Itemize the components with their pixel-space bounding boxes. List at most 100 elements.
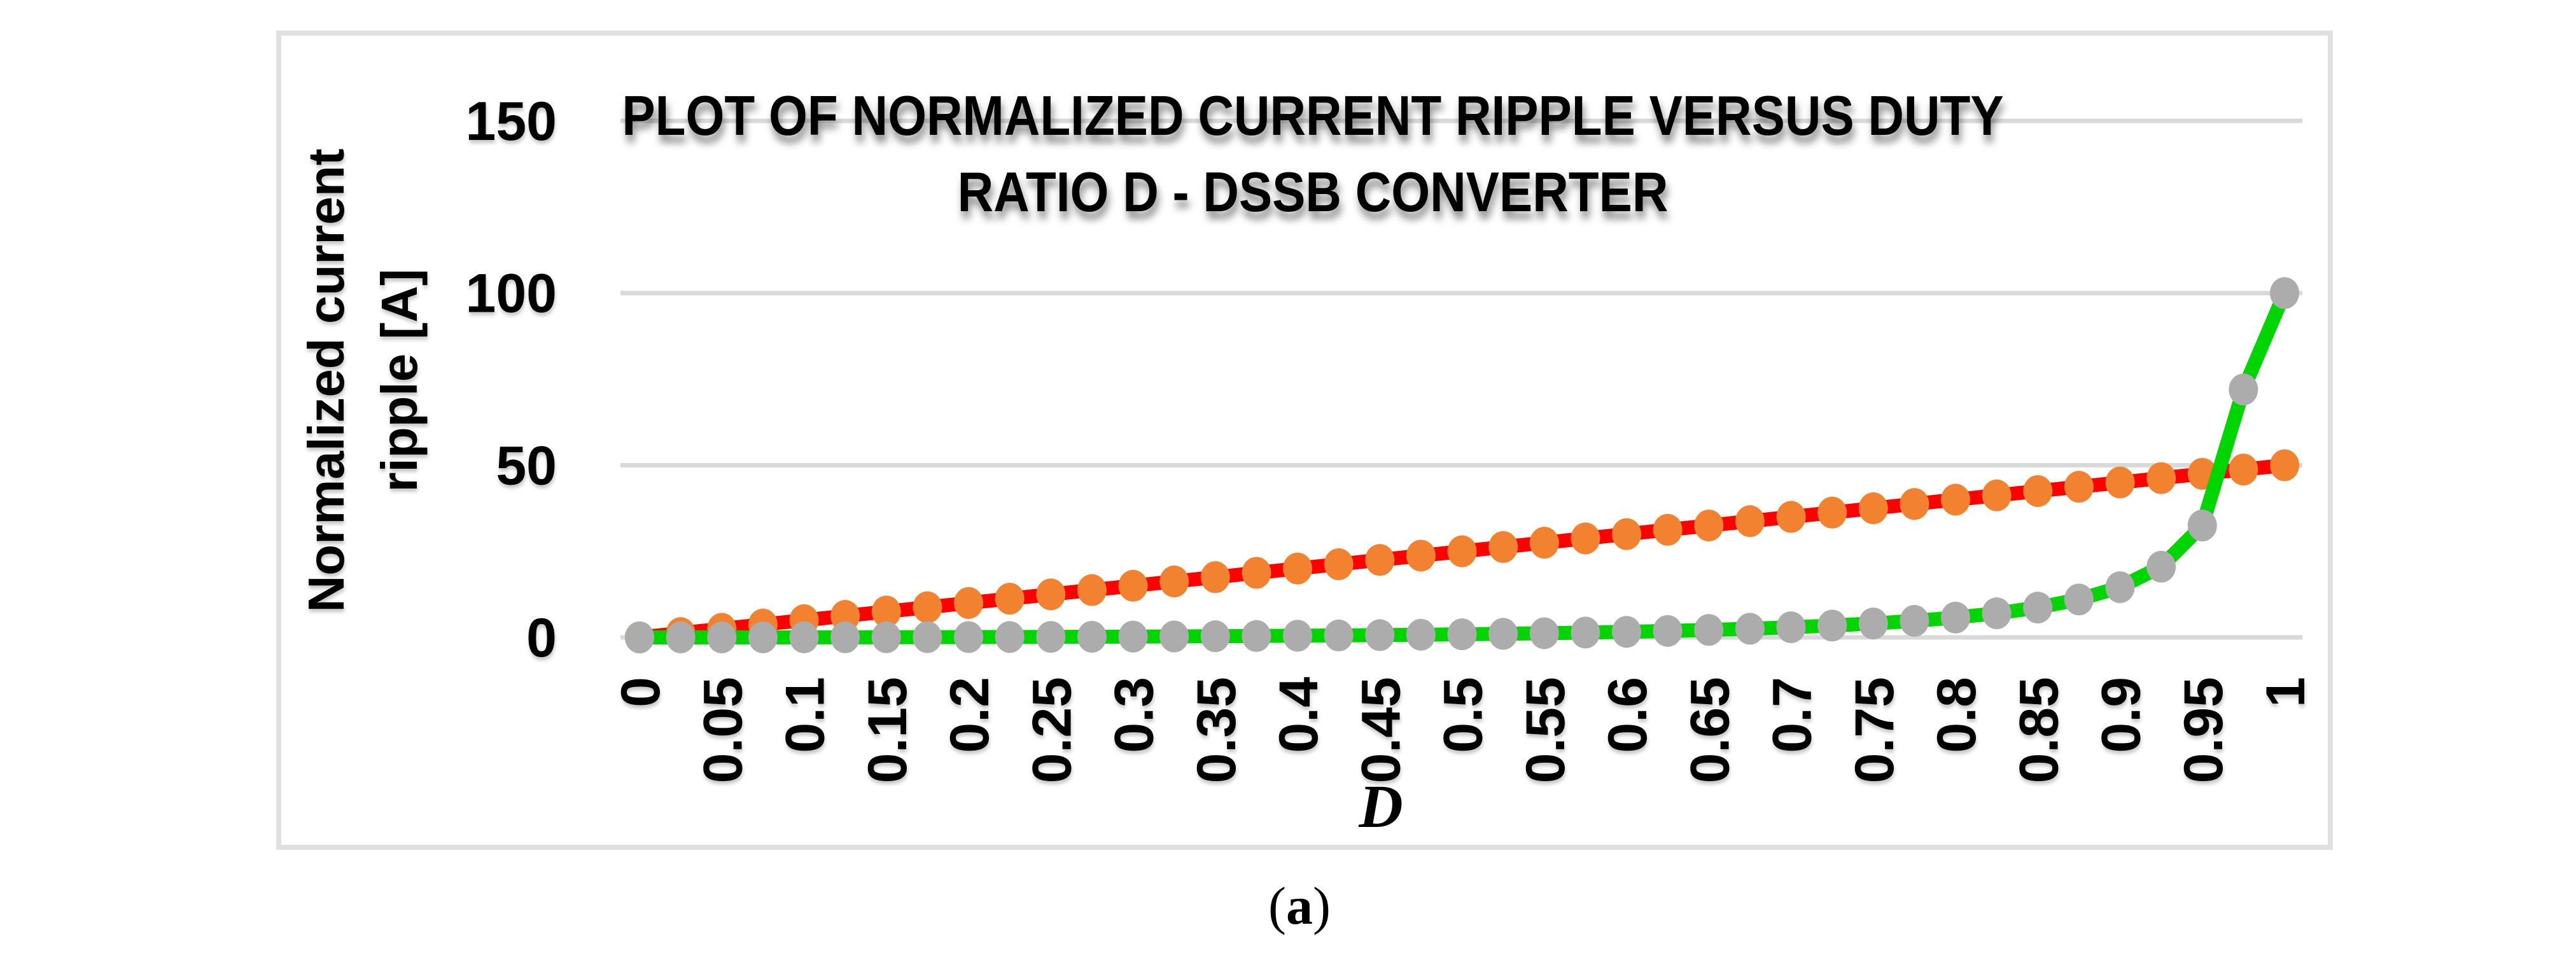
data-point-marker: [2064, 471, 2094, 503]
data-point-marker: [1324, 548, 1354, 580]
data-point-marker: [1941, 601, 1970, 634]
chart-frame: [276, 31, 2333, 850]
data-point-marker: [1858, 608, 1888, 640]
data-point-marker: [1858, 492, 1888, 525]
data-point-marker: [1283, 620, 1312, 652]
x-tick-label-0.35: 0.35: [1186, 677, 1247, 783]
data-point-marker: [748, 621, 778, 653]
data-point-marker: [1324, 619, 1354, 651]
data-point-marker: [1735, 613, 1765, 645]
data-point-marker: [1982, 479, 2012, 511]
data-point-marker: [1159, 566, 1189, 598]
data-point-marker: [1447, 535, 1477, 567]
caption-open-paren: (: [1268, 877, 1286, 936]
data-point-marker: [2270, 277, 2299, 309]
x-tick-label-0.5: 0.5: [1433, 677, 1494, 753]
y-axis-tick-labels: 0 50 100 150: [466, 91, 557, 669]
y-axis-title: Normalized current ripple [A]: [298, 148, 428, 612]
data-point-marker: [1406, 618, 1436, 651]
x-tick-label-0.05: 0.05: [692, 677, 753, 783]
data-point-marker: [666, 621, 696, 653]
data-point-marker: [1612, 518, 1641, 550]
data-point-marker: [2105, 466, 2135, 499]
data-point-marker: [1900, 604, 1929, 637]
data-point-marker: [2270, 449, 2299, 482]
data-point-marker: [1982, 597, 2012, 630]
x-tick-label-0.9: 0.9: [2091, 677, 2152, 753]
data-point-marker: [1036, 578, 1066, 611]
data-point-marker: [2187, 510, 2217, 542]
data-point-marker: [1365, 544, 1395, 576]
x-tick-label-0.1: 0.1: [775, 677, 836, 753]
data-point-marker: [1612, 616, 1641, 648]
data-point-marker: [995, 621, 1025, 653]
chart-title-line-1: PLOT OF NORMALIZED CURRENT RIPPLE VERSUS…: [622, 85, 2003, 147]
data-point-marker: [913, 591, 942, 623]
data-point-marker: [1488, 531, 1518, 563]
x-tick-label-0.95: 0.95: [2173, 677, 2234, 783]
x-tick-label-0.65: 0.65: [1679, 677, 1740, 783]
data-point-marker: [995, 583, 1025, 615]
data-point-marker: [1242, 620, 1271, 652]
data-point-marker: [871, 621, 901, 653]
data-point-marker: [1283, 552, 1312, 585]
y-tick-label-100: 100: [466, 263, 557, 324]
data-point-marker: [2064, 583, 2094, 616]
y-tick-label-150: 150: [466, 91, 557, 152]
series-group: [625, 277, 2299, 653]
data-point-marker: [1571, 616, 1600, 649]
data-point-marker: [1776, 611, 1806, 644]
data-point-marker: [1077, 574, 1107, 606]
data-point-marker: [2229, 373, 2258, 406]
data-point-marker: [1694, 614, 1724, 646]
data-point-marker: [1488, 618, 1518, 650]
data-point-marker: [1365, 619, 1395, 651]
x-tick-label-0.6: 0.6: [1597, 677, 1658, 753]
x-tick-label-0.7: 0.7: [1762, 677, 1823, 753]
data-point-marker: [830, 621, 860, 653]
data-point-marker: [913, 621, 942, 653]
x-tick-label-0.25: 0.25: [1021, 677, 1082, 783]
x-tick-label-0.75: 0.75: [1844, 677, 1905, 783]
y-tick-label-0: 0: [526, 608, 557, 669]
data-point-marker: [2229, 454, 2258, 486]
data-point-marker: [2023, 475, 2053, 507]
x-tick-label-0.4: 0.4: [1268, 677, 1329, 753]
data-point-marker: [1242, 557, 1271, 589]
data-point-marker: [2146, 462, 2176, 494]
y-axis-title-line-2: ripple [A]: [371, 268, 428, 492]
data-point-marker: [1529, 527, 1559, 559]
data-point-marker: [1200, 620, 1230, 653]
data-point-marker: [1653, 513, 1683, 546]
data-point-marker: [1159, 620, 1189, 653]
x-axis-tick-labels: 0 0.05 0.1 0.15 0.2 0.25 0.3 0.35 0.4 0.45 0.5 0.55…: [610, 677, 2316, 784]
x-tick-label-1: 1: [2255, 677, 2316, 707]
data-point-marker: [1529, 617, 1559, 649]
data-point-marker: [1118, 620, 1148, 653]
data-point-marker: [1571, 522, 1600, 555]
data-point-marker: [1900, 488, 1929, 520]
data-point-marker: [1406, 539, 1436, 572]
x-tick-label-0: 0: [610, 677, 671, 707]
y-tick-label-50: 50: [496, 435, 557, 496]
data-point-marker: [1776, 501, 1806, 533]
x-tick-label-0.55: 0.55: [1515, 677, 1576, 783]
data-point-marker: [2023, 592, 2053, 624]
data-point-marker: [625, 621, 654, 653]
data-point-marker: [789, 621, 819, 653]
data-point-marker: [1447, 618, 1477, 651]
chart-title-line-2: RATIO D - DSSB CONVERTER: [958, 161, 1669, 223]
x-tick-label-0.15: 0.15: [857, 677, 918, 783]
data-point-marker: [2146, 550, 2176, 583]
y-axis-title-line-1: Normalized current: [298, 148, 354, 612]
x-tick-label-0.2: 0.2: [939, 677, 1000, 753]
data-point-marker: [707, 621, 737, 653]
x-tick-label-0.8: 0.8: [1926, 677, 1987, 753]
x-tick-label-0.85: 0.85: [2008, 677, 2069, 783]
chart-title: PLOT OF NORMALIZED CURRENT RIPPLE VERSUS…: [622, 85, 2003, 223]
caption-close-paren: ): [1313, 877, 1331, 936]
caption-letter: a: [1286, 877, 1313, 936]
data-point-marker: [1653, 614, 1683, 647]
